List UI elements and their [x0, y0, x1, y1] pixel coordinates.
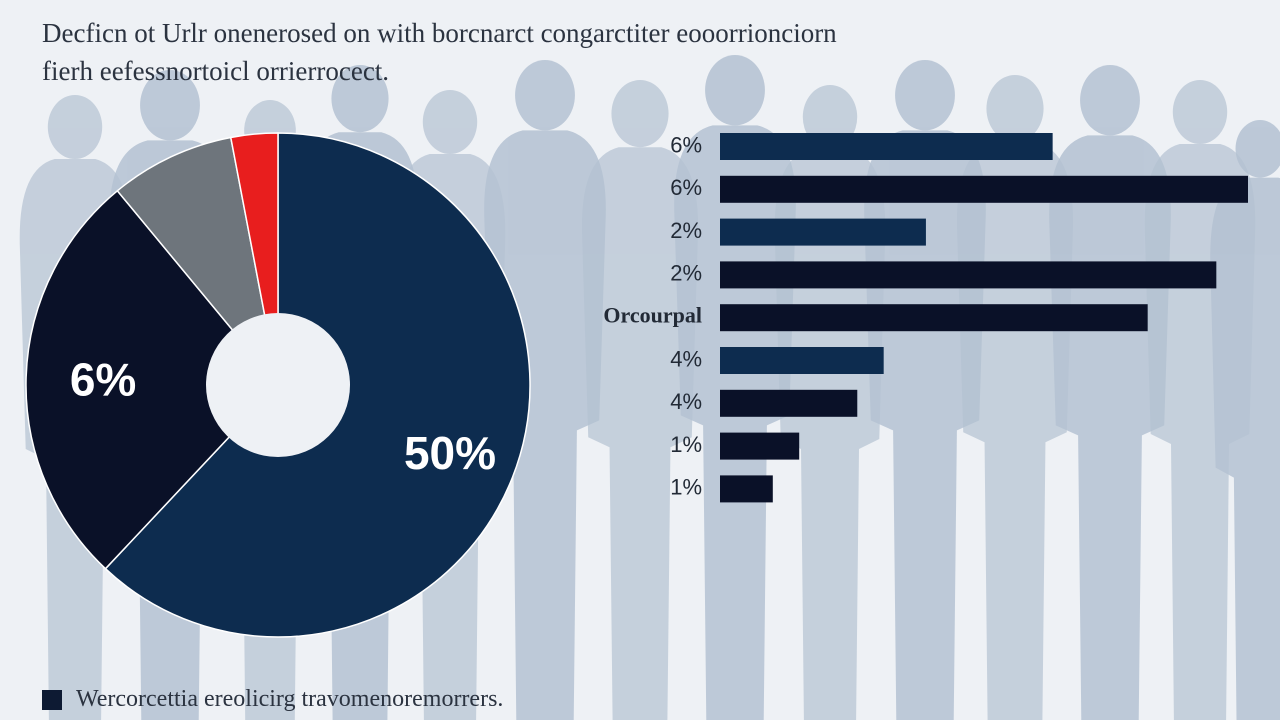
bar-6	[720, 389, 858, 417]
donut-hole	[206, 313, 350, 457]
bar-1	[720, 175, 1248, 203]
bar-label: 4%	[670, 346, 702, 371]
bar-label: 1%	[670, 475, 702, 500]
pie-slice-2	[116, 136, 279, 386]
pie-slice-1	[25, 189, 279, 570]
person-silhouette	[484, 59, 606, 720]
bar-7	[720, 432, 800, 460]
bar-3	[720, 261, 1217, 289]
bar-0	[720, 133, 1053, 160]
bar-chart: 6% 6% 2% 2% Orcourpal 4% 4% 1% 1%	[603, 132, 1248, 503]
legend-label: Wercorcettia ereolicirg travomenoremorre…	[76, 686, 504, 712]
bar-label: 4%	[670, 389, 702, 414]
bar-label: 1%	[670, 432, 702, 457]
legend: Wercorcettia ereolicirg travomenoremorre…	[42, 686, 503, 713]
bar-8	[720, 475, 773, 503]
bar-5	[720, 347, 884, 374]
chart-title: Decficn ot Urlr onenerosed on with borcn…	[42, 18, 837, 48]
pie-slice-label: 6%	[70, 354, 136, 406]
donut-chart: 50% 6%	[25, 132, 531, 638]
bar-label: Orcourpal	[603, 303, 702, 328]
bar-label: 6%	[670, 175, 702, 200]
bar-2	[720, 218, 926, 246]
person-silhouette	[1210, 120, 1280, 720]
chart-subtitle: fierh eefessnortoicl orrierrocect.	[42, 56, 390, 86]
bar-label: 2%	[670, 261, 702, 286]
person-silhouette	[581, 80, 699, 720]
pie-slice-label: 50%	[404, 427, 496, 479]
bar-label: 6%	[670, 132, 702, 157]
legend-swatch	[42, 689, 62, 710]
bar-label: 2%	[670, 218, 702, 243]
bar-4	[720, 304, 1148, 332]
